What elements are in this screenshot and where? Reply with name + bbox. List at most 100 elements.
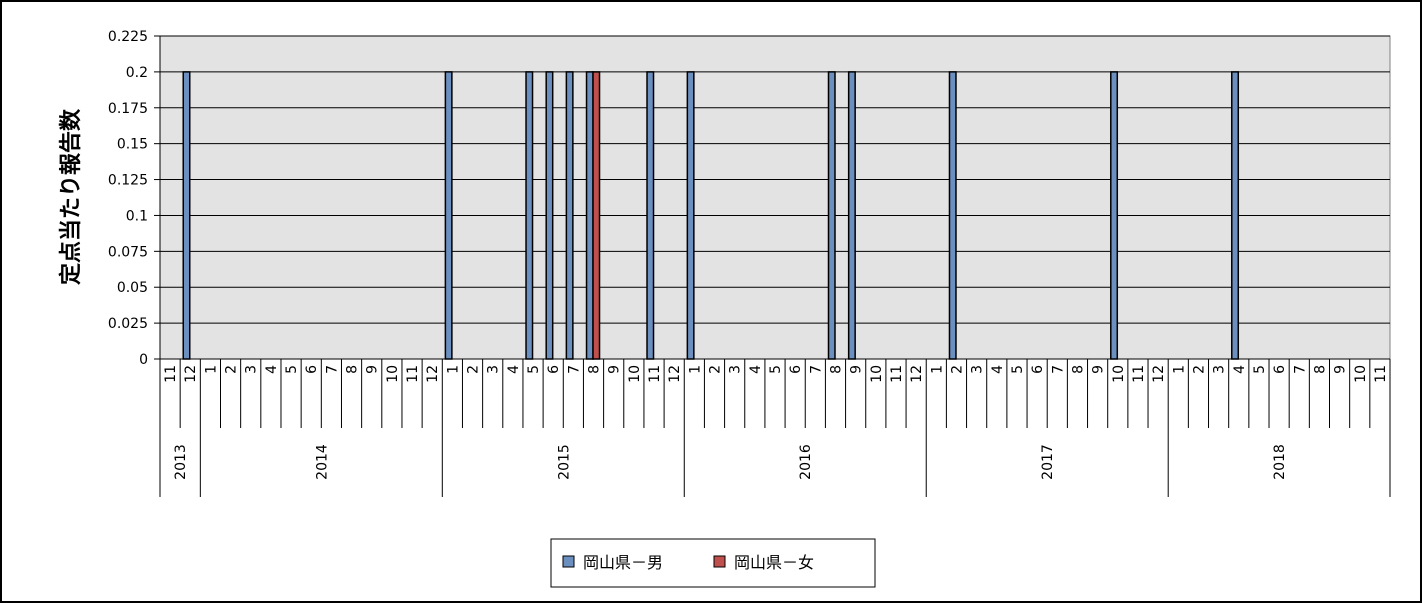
bar-male xyxy=(585,71,594,360)
y-tick-label: 0.15 xyxy=(117,137,148,153)
bar-male xyxy=(686,71,695,360)
x-tick-label: 2 xyxy=(466,365,482,374)
bar-male xyxy=(444,71,453,360)
x-tick-label: 5 xyxy=(1252,365,1268,374)
x-tick-label: 2 xyxy=(224,365,240,374)
bar-male xyxy=(525,71,534,360)
x-tick-label: 7 xyxy=(1292,365,1308,374)
x-tick-label: 12 xyxy=(425,365,441,383)
y-tick-label: 0.225 xyxy=(108,29,148,45)
bar-male xyxy=(1110,71,1119,360)
x-year-label: 2013 xyxy=(173,444,189,480)
x-tick-label: 10 xyxy=(1353,365,1369,383)
x-tick-label: 11 xyxy=(1131,365,1147,383)
x-tick-label: 2 xyxy=(1191,365,1207,374)
x-tick-label: 12 xyxy=(909,365,925,383)
x-tick-label: 10 xyxy=(869,365,885,383)
x-tick-label: 1 xyxy=(929,365,945,374)
x-tick-label: 8 xyxy=(1070,365,1086,374)
bar-male xyxy=(1231,71,1240,360)
x-tick-label: 10 xyxy=(385,365,401,383)
x-tick-label: 5 xyxy=(526,365,542,374)
x-tick-label: 6 xyxy=(546,365,562,374)
x-tick-label: 1 xyxy=(445,365,461,374)
x-tick-label: 11 xyxy=(405,365,421,383)
x-tick-label: 5 xyxy=(1010,365,1026,374)
x-tick-label: 5 xyxy=(768,365,784,374)
x-tick-label: 8 xyxy=(1312,365,1328,374)
x-tick-label: 12 xyxy=(183,365,199,383)
legend-label-male: 岡山県－男 xyxy=(583,553,663,572)
x-tick-label: 9 xyxy=(1091,365,1107,374)
x-tick-label: 12 xyxy=(1151,365,1167,383)
bar-male xyxy=(182,71,191,360)
x-tick-label: 9 xyxy=(1333,365,1349,374)
x-tick-label: 6 xyxy=(304,365,320,374)
legend-label-female: 岡山県－女 xyxy=(734,553,814,572)
x-tick-label: 12 xyxy=(667,365,683,383)
bars xyxy=(182,71,1240,360)
x-tick-label: 9 xyxy=(365,365,381,374)
bar-male xyxy=(847,71,856,360)
x-tick-label: 8 xyxy=(828,365,844,374)
legend-box xyxy=(550,538,876,588)
y-axis-ticks: 0 0.025 0.05 0.075 0.1 0.125 0.15 0.175 0.2 0.225 xyxy=(108,29,161,368)
x-tick-label: 11 xyxy=(1373,365,1389,383)
x-year-label: 2014 xyxy=(314,444,330,480)
y-tick-label: 0.125 xyxy=(108,173,148,189)
x-year-label: 2016 xyxy=(798,444,814,480)
x-tick-label: 9 xyxy=(849,365,865,374)
x-tick-label: 7 xyxy=(808,365,824,374)
x-year-label: 2018 xyxy=(1272,444,1288,480)
x-tick-label: 6 xyxy=(788,365,804,374)
plot-background xyxy=(159,35,1391,360)
x-tick-label: 4 xyxy=(506,365,522,374)
x-year-label: 2015 xyxy=(556,444,572,480)
x-tick-label: 9 xyxy=(607,365,623,374)
x-tick-label: 7 xyxy=(566,365,582,374)
y-tick-label: 0.075 xyxy=(108,244,148,260)
x-tick-label: 3 xyxy=(728,365,744,374)
x-tick-label: 8 xyxy=(345,365,361,374)
y-tick-label: 0.1 xyxy=(126,208,148,224)
x-tick-label: 3 xyxy=(1212,365,1228,374)
x-tick-label: 8 xyxy=(587,365,603,374)
x-tick-label: 4 xyxy=(1232,365,1248,374)
legend-swatch-male xyxy=(562,555,575,568)
x-tick-label: 7 xyxy=(1050,365,1066,374)
x-tick-label: 2 xyxy=(708,365,724,374)
x-tick-label: 1 xyxy=(203,365,219,374)
y-tick-label: 0.025 xyxy=(108,316,148,332)
y-tick-label: 0.175 xyxy=(108,101,148,117)
bar-female xyxy=(592,71,601,360)
x-tick-label: 11 xyxy=(889,365,905,383)
bar-male xyxy=(565,71,574,360)
x-tick-label: 11 xyxy=(647,365,663,383)
bar-male xyxy=(545,71,554,360)
x-tick-label: 3 xyxy=(486,365,502,374)
x-tick-label: 4 xyxy=(264,365,280,374)
y-axis-label: 定点当たり報告数 xyxy=(58,108,84,285)
y-tick-label: 0.05 xyxy=(117,280,148,296)
x-tick-label: 7 xyxy=(324,365,340,374)
x-axis: 11 12 1 2 3 4 5 6 7 8 9 10 11 12 1 2 3 4 5 6 7 8 9 10 11 12 1 2 3 4 5 6… xyxy=(159,358,1391,497)
x-tick-label: 1 xyxy=(1171,365,1187,374)
x-year-label: 2017 xyxy=(1040,444,1056,480)
x-tick-label: 3 xyxy=(244,365,260,374)
x-tick-label: 4 xyxy=(990,365,1006,374)
y-tick-label: 0 xyxy=(139,352,148,368)
x-tick-label: 4 xyxy=(748,365,764,374)
x-tick-label: 2 xyxy=(949,365,965,374)
x-tick-label: 11 xyxy=(163,365,179,383)
x-tick-label: 6 xyxy=(1030,365,1046,374)
x-tick-label: 10 xyxy=(627,365,643,383)
legend: 岡山県－男 岡山県－女 xyxy=(550,538,876,588)
x-tick-label: 6 xyxy=(1272,365,1288,374)
legend-swatch-female xyxy=(713,555,726,568)
x-tick-label: 10 xyxy=(1111,365,1127,383)
x-tick-label: 3 xyxy=(970,365,986,374)
x-tick-label: 1 xyxy=(687,365,703,374)
x-tick-label: 5 xyxy=(284,365,300,374)
bar-male xyxy=(646,71,655,360)
